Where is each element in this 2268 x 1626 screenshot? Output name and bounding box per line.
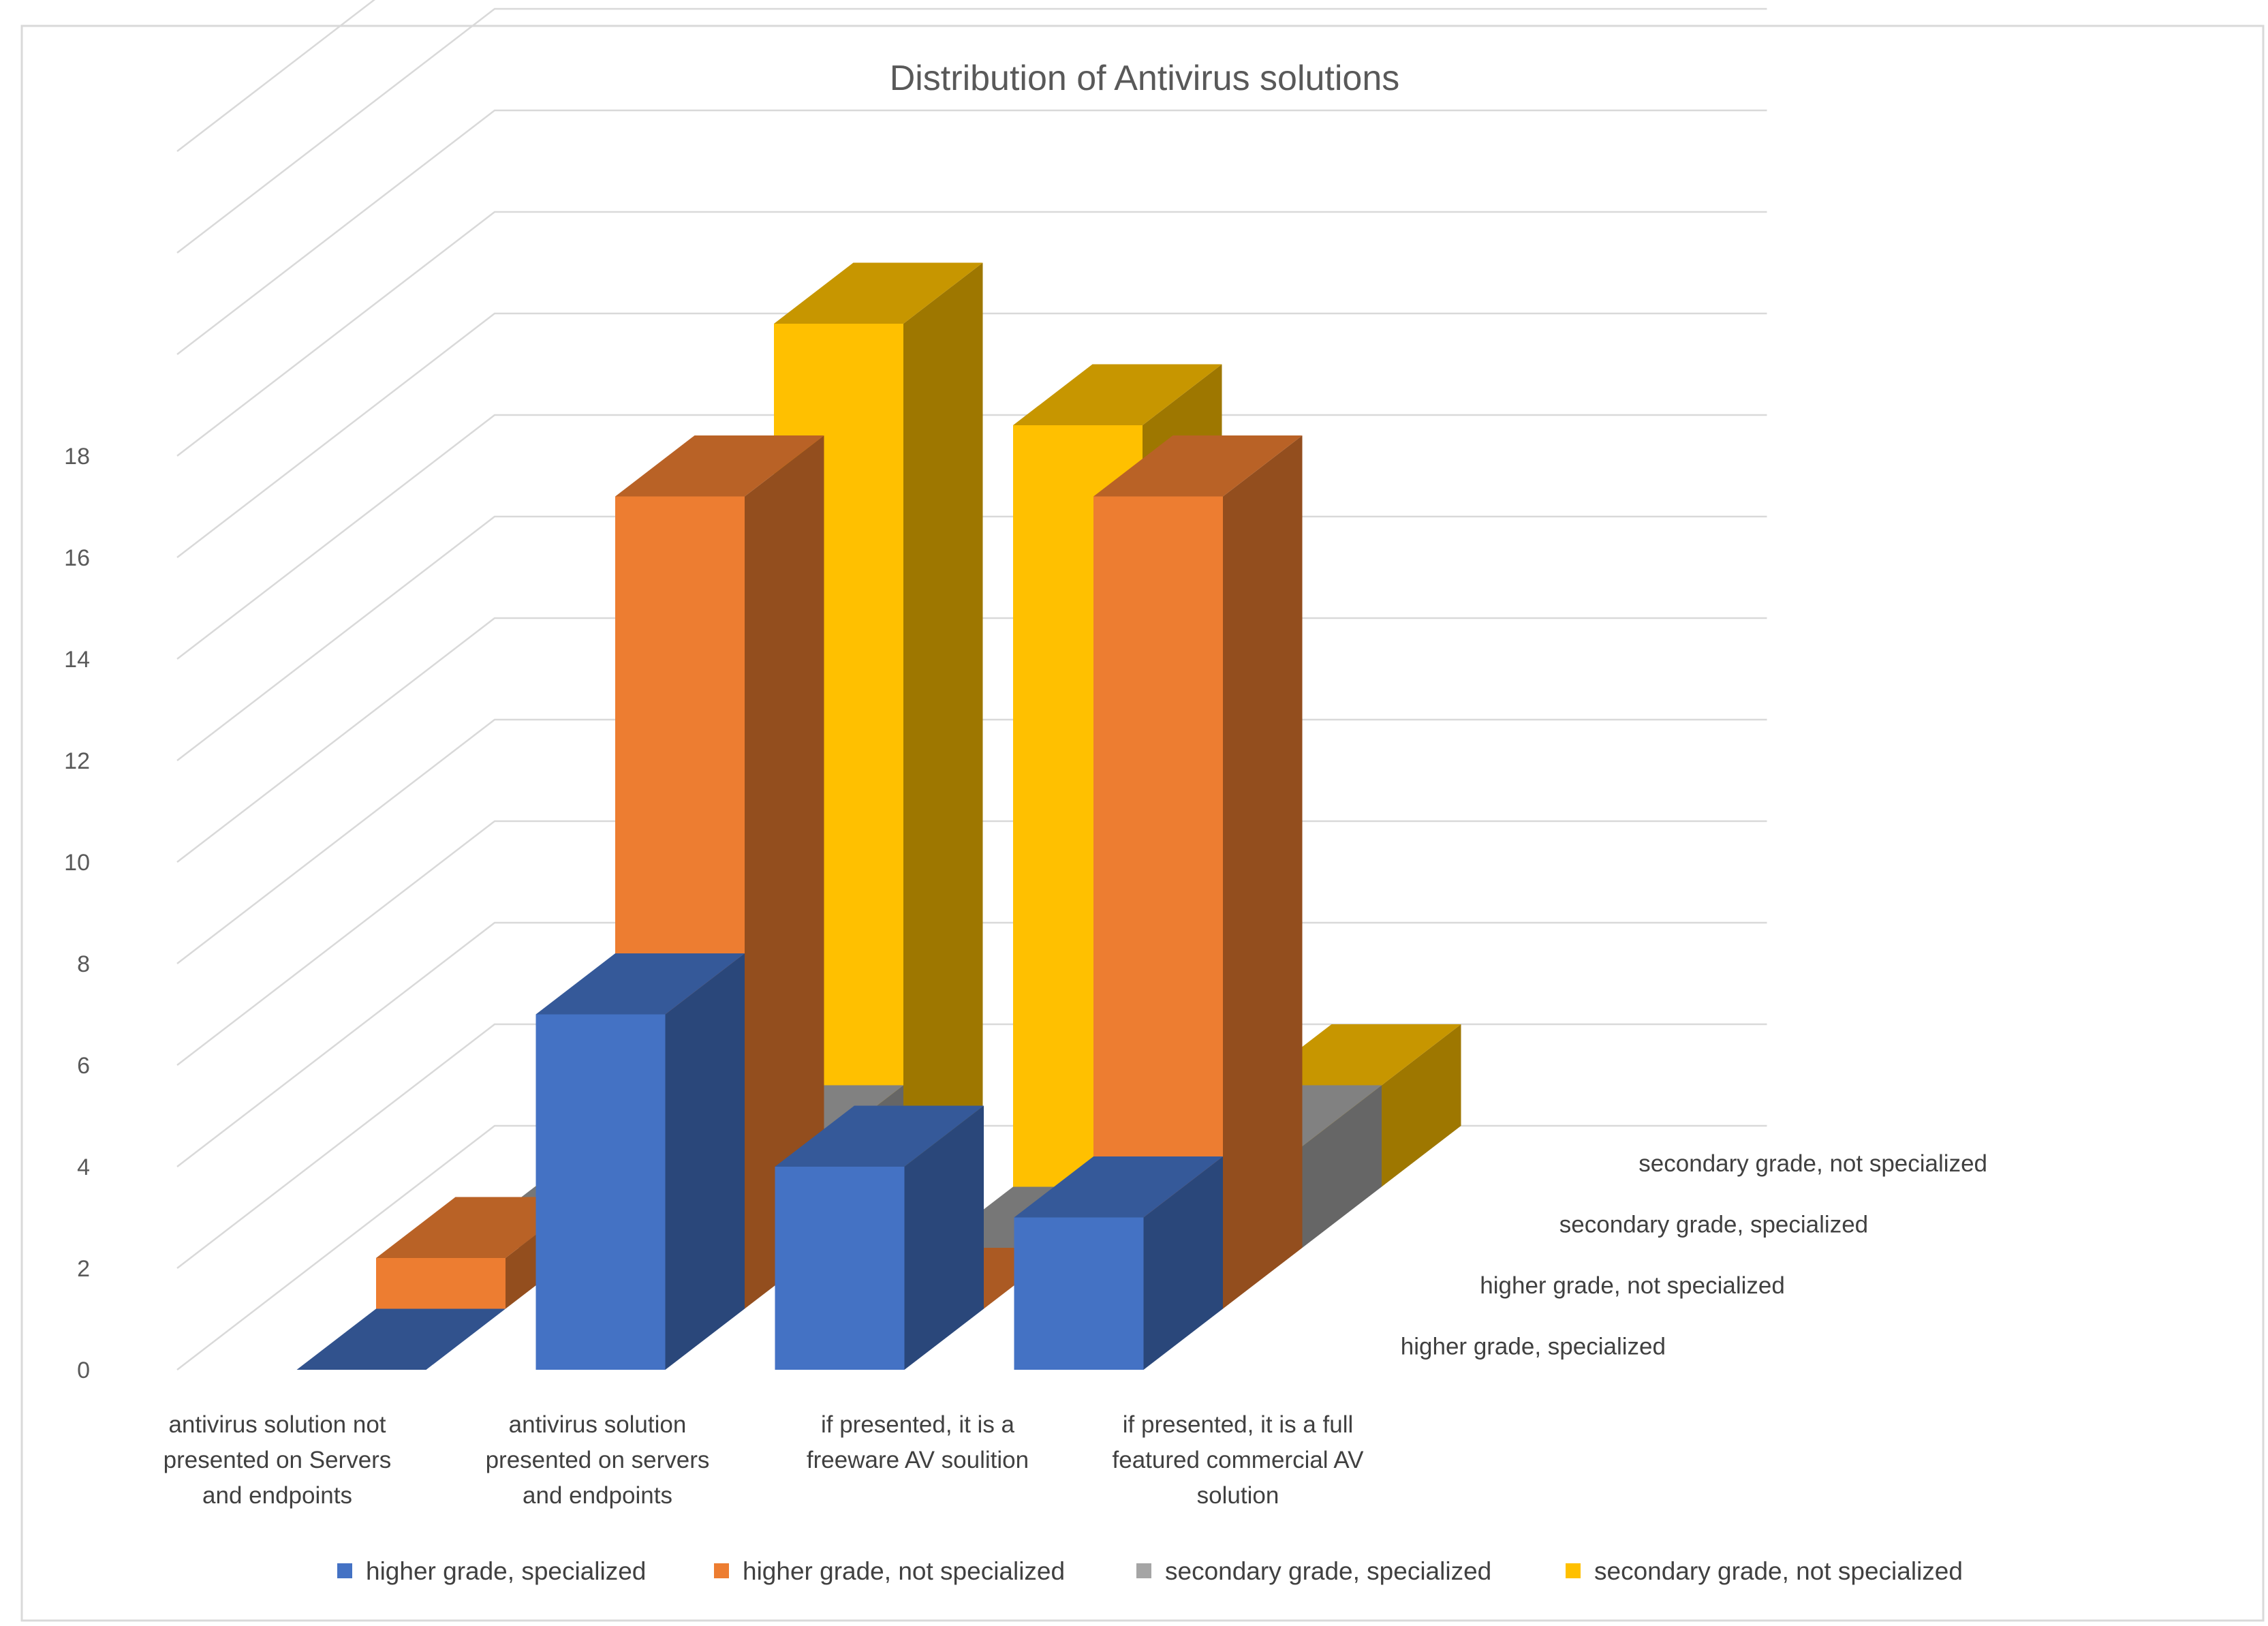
bar	[615, 435, 824, 1309]
bar-side	[1223, 435, 1303, 1309]
legend-item: higher grade, not specialized	[714, 1557, 1065, 1585]
bar-side	[903, 262, 983, 1187]
gridline	[176, 414, 1767, 660]
gridline	[176, 617, 1767, 863]
bar-flat	[296, 1308, 506, 1370]
bar	[775, 1105, 984, 1370]
bar-top	[615, 435, 824, 497]
gridline	[176, 515, 1767, 761]
legend-item: secondary grade, specialized	[1136, 1557, 1491, 1585]
chart-title: Distribution of Antivirus solutions	[890, 59, 1400, 98]
depth-axis-label: secondary grade, not specialized	[1638, 1150, 1987, 1177]
y-tick-label: 12	[64, 748, 90, 774]
bar-front	[775, 1167, 905, 1370]
y-tick-label: 2	[77, 1256, 90, 1282]
legend-label: higher grade, specialized	[366, 1557, 646, 1585]
y-tick-label: 10	[64, 850, 90, 876]
gridline	[176, 312, 1767, 558]
x-tick-label: if presented, it is a freeware AV souliti…	[807, 1411, 1029, 1473]
bar-side	[904, 1105, 984, 1370]
bar	[535, 953, 745, 1370]
bar-side	[665, 953, 745, 1370]
gridline	[176, 109, 1767, 355]
depth-axis-label: higher grade, specialized	[1401, 1333, 1666, 1360]
x-tick-label: if presented, it is a full featured comme…	[1113, 1411, 1365, 1509]
x-tick-label: antivirus solution presented on servers an…	[486, 1411, 710, 1509]
bar	[1014, 1156, 1223, 1370]
depth-axis-label: secondary grade, specialized	[1559, 1211, 1868, 1238]
legend-item: secondary grade, not specialized	[1566, 1557, 1963, 1585]
y-tick-label: 18	[64, 444, 90, 470]
y-axis: 0 2 4 6 8 10 12 14 16 18	[64, 444, 90, 1383]
legend-swatch	[1566, 1563, 1581, 1578]
gridline	[176, 820, 1767, 1066]
legend: higher grade, specialized higher grade, n…	[337, 1557, 1963, 1585]
y-tick-label: 16	[64, 545, 90, 571]
y-tick-label: 6	[77, 1053, 90, 1079]
bar-top	[1252, 1024, 1461, 1086]
gridline	[176, 0, 376, 152]
legend-item: higher grade, specialized	[337, 1557, 646, 1585]
legend-label: secondary grade, not specialized	[1594, 1557, 1963, 1585]
bar-top	[774, 262, 983, 324]
bar-top	[1093, 435, 1303, 497]
bar-top	[1014, 1156, 1223, 1218]
x-tick-label: antivirus solution not presented on Serve…	[164, 1411, 392, 1509]
bar	[296, 1308, 506, 1370]
bar-top	[535, 953, 745, 1015]
bar-front	[376, 1258, 506, 1309]
bar-front	[1093, 496, 1223, 1309]
y-tick-label: 4	[77, 1154, 90, 1180]
bar-side	[1143, 1156, 1223, 1370]
bar-side	[1382, 1024, 1461, 1187]
y-tick-label: 0	[77, 1357, 90, 1383]
gridline	[176, 718, 1767, 964]
bar-top	[376, 1197, 585, 1258]
gridline	[176, 921, 1767, 1167]
y-tick-label: 14	[64, 647, 90, 673]
bar-top	[1013, 364, 1222, 425]
category-labels: antivirus solution not presented on Serve…	[164, 1411, 1364, 1509]
legend-swatch	[714, 1563, 729, 1578]
gridline	[176, 7, 1767, 254]
gridline	[176, 211, 1767, 457]
legend-label: higher grade, not specialized	[743, 1557, 1065, 1585]
depth-axis-label: higher grade, not specialized	[1480, 1272, 1785, 1299]
legend-swatch	[337, 1563, 352, 1578]
bar-side	[1302, 1085, 1382, 1248]
legend-swatch	[1136, 1563, 1151, 1578]
bar	[1093, 435, 1303, 1309]
series-depth-labels: higher grade, specialized higher grade, n…	[1401, 1150, 1987, 1360]
bar-front	[535, 1014, 666, 1370]
legend-label: secondary grade, specialized	[1165, 1557, 1491, 1585]
bars	[296, 262, 1461, 1370]
bar-top	[775, 1105, 984, 1167]
bar-side	[745, 435, 824, 1309]
bar-front	[1014, 1217, 1144, 1370]
y-tick-label: 8	[77, 951, 90, 977]
